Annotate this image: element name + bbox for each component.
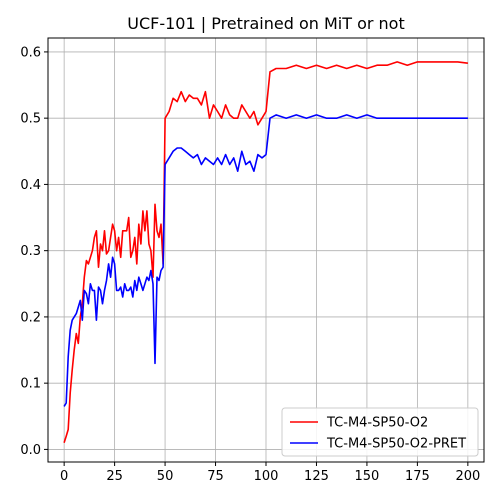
x-tick-label: 0 xyxy=(60,469,68,484)
y-tick-label: 0.4 xyxy=(20,178,41,193)
x-tick-label: 25 xyxy=(106,469,123,484)
x-tick-label: 75 xyxy=(207,469,224,484)
y-axis: 0.0 0.1 0.2 0.3 0.4 0.5 0.6 xyxy=(20,45,48,458)
legend-box xyxy=(281,407,479,457)
y-tick-label: 0.2 xyxy=(20,310,41,325)
y-tick-label: 0.1 xyxy=(20,377,41,392)
x-tick-label: 200 xyxy=(455,469,480,484)
x-tick-label: 50 xyxy=(157,469,174,484)
x-tick-label: 125 xyxy=(304,469,329,484)
y-tick-label: 0.0 xyxy=(20,443,41,458)
y-tick-label: 0.6 xyxy=(20,45,41,60)
x-tick-label: 150 xyxy=(355,469,380,484)
x-tick-label: 100 xyxy=(254,469,279,484)
legend: TC-M4-SP50-O2 TC-M4-SP50-O2-PRET xyxy=(281,407,479,457)
series-layer xyxy=(63,61,469,444)
x-axis: 0 25 50 75 100 125 150 175 200 xyxy=(60,462,480,484)
x-tick-label: 175 xyxy=(405,469,430,484)
series-line-1 xyxy=(63,61,469,444)
y-tick-label: 0.3 xyxy=(20,244,41,259)
legend-label: TC-M4-SP50-O2 xyxy=(326,416,428,431)
y-tick-label: 0.5 xyxy=(20,112,41,127)
chart-title: UCF-101 | Pretrained on MiT or not xyxy=(127,14,405,33)
legend-label: TC-M4-SP50-O2-PRET xyxy=(326,437,466,452)
series-line-2 xyxy=(63,114,468,407)
